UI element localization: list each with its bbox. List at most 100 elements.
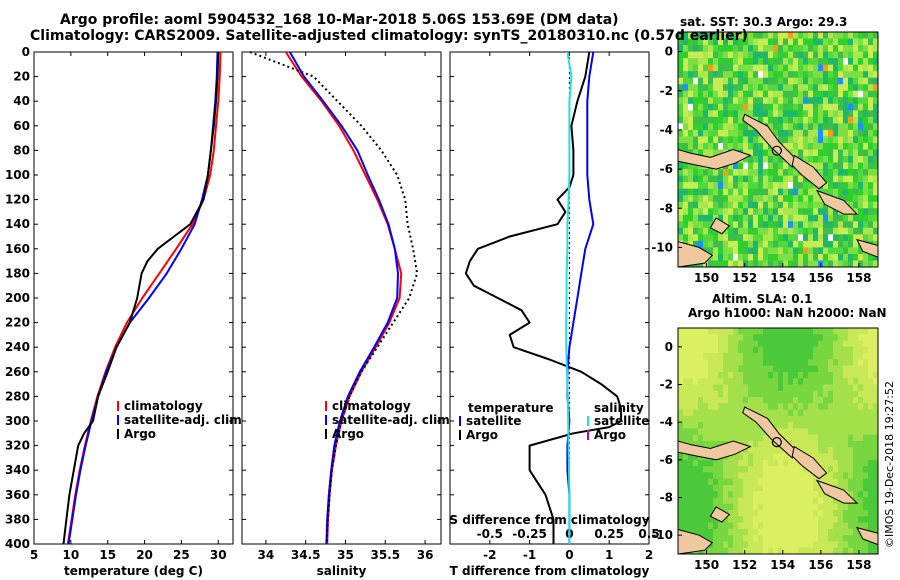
map-cell bbox=[713, 353, 719, 360]
map-cell bbox=[858, 201, 864, 209]
map-cell bbox=[853, 466, 859, 473]
map-cell bbox=[863, 84, 869, 92]
map-cell bbox=[803, 240, 809, 248]
map-cell bbox=[788, 397, 794, 404]
map-cell bbox=[768, 466, 774, 473]
map-cell bbox=[728, 353, 734, 360]
map-cell bbox=[783, 434, 789, 442]
map-cell bbox=[728, 346, 734, 354]
map-cell bbox=[758, 156, 764, 164]
map-cell bbox=[683, 415, 689, 423]
map-cell bbox=[713, 253, 719, 261]
map-cell bbox=[858, 58, 864, 66]
map-cell bbox=[683, 365, 689, 373]
map-cell bbox=[808, 142, 814, 150]
map-cell bbox=[813, 547, 819, 555]
map-cell bbox=[743, 58, 749, 66]
map-cell bbox=[688, 142, 694, 150]
map-cell bbox=[798, 510, 804, 517]
map-cell bbox=[678, 466, 684, 473]
y-tick-label: -6 bbox=[660, 162, 673, 176]
map-cell bbox=[743, 528, 749, 536]
map-cell bbox=[723, 234, 729, 242]
map-cell bbox=[873, 353, 879, 360]
map-cell bbox=[748, 253, 754, 261]
map-cell bbox=[708, 328, 714, 335]
map-cell bbox=[758, 77, 764, 85]
map-cell bbox=[783, 466, 789, 473]
map-cell bbox=[718, 90, 724, 98]
map-cell bbox=[713, 466, 719, 473]
map-cell bbox=[683, 214, 689, 222]
map-cell bbox=[693, 484, 699, 492]
map-cell bbox=[778, 459, 784, 467]
map-cell bbox=[828, 409, 834, 417]
map-cell bbox=[713, 136, 719, 144]
map-cell bbox=[733, 169, 739, 177]
map-cell bbox=[688, 428, 694, 436]
map-cell bbox=[838, 453, 844, 461]
map-cell bbox=[818, 129, 824, 137]
map-cell bbox=[763, 214, 769, 222]
map-cell bbox=[718, 397, 724, 404]
map-cell bbox=[863, 201, 869, 209]
map-cell bbox=[863, 466, 869, 473]
map-cell bbox=[858, 541, 864, 549]
map-cell bbox=[793, 103, 799, 111]
map-cell bbox=[813, 240, 819, 248]
map-cell bbox=[803, 522, 809, 530]
map-cell bbox=[733, 71, 739, 79]
map-cell bbox=[693, 503, 699, 511]
map-cell bbox=[688, 353, 694, 360]
map-cell bbox=[873, 123, 879, 131]
map-cell bbox=[723, 409, 729, 417]
map-cell bbox=[708, 188, 714, 196]
map-cell bbox=[773, 547, 779, 555]
map-cell bbox=[818, 84, 824, 92]
x-tick-label: 25 bbox=[173, 548, 190, 562]
map-cell bbox=[803, 428, 809, 436]
map-cell bbox=[768, 103, 774, 111]
map-cell bbox=[728, 45, 734, 53]
map-cell bbox=[698, 45, 704, 53]
map-cell bbox=[763, 334, 769, 342]
map-cell bbox=[848, 365, 854, 373]
map-cell bbox=[803, 64, 809, 72]
map-cell bbox=[733, 253, 739, 261]
map-cell bbox=[768, 84, 774, 92]
map-cell bbox=[743, 45, 749, 53]
map-cell bbox=[853, 334, 859, 342]
map-cell bbox=[858, 453, 864, 461]
map-cell bbox=[708, 484, 714, 492]
map-cell bbox=[853, 84, 859, 92]
map-cell bbox=[718, 45, 724, 53]
map-cell bbox=[763, 478, 769, 486]
map-cell bbox=[838, 71, 844, 79]
map-cell bbox=[698, 234, 704, 242]
map-cell bbox=[758, 90, 764, 98]
map-cell bbox=[828, 340, 834, 348]
map-cell bbox=[863, 459, 869, 467]
land-mass bbox=[791, 154, 828, 190]
map-cell bbox=[798, 45, 804, 53]
map-cell bbox=[823, 84, 829, 92]
map-cell bbox=[803, 195, 809, 203]
map-cell bbox=[718, 32, 724, 40]
map-cell bbox=[833, 516, 839, 524]
map-cell bbox=[678, 116, 684, 124]
map-cell bbox=[693, 371, 699, 379]
map-cell bbox=[793, 214, 799, 222]
map-cell bbox=[678, 195, 684, 203]
map-cell bbox=[733, 547, 739, 555]
map-cell bbox=[713, 328, 719, 335]
map-cell bbox=[838, 97, 844, 105]
map-cell bbox=[713, 45, 719, 53]
map-cell bbox=[693, 346, 699, 354]
map-cell bbox=[873, 371, 879, 379]
map-cell bbox=[858, 149, 864, 157]
map-cell bbox=[833, 116, 839, 124]
map-cell bbox=[813, 97, 819, 105]
map-cell bbox=[683, 234, 689, 242]
map-cell bbox=[778, 240, 784, 248]
map-cell bbox=[683, 478, 689, 486]
